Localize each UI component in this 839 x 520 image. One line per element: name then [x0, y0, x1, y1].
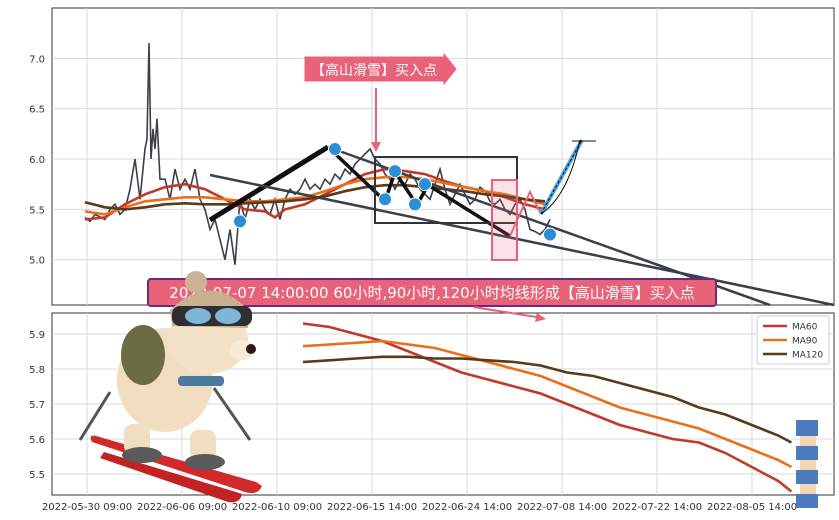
x-tick-label: 2022-05-30 09:00 — [42, 502, 132, 513]
series-line-ma120 — [302, 355, 793, 444]
ma-ytick-label: 5.5 — [29, 470, 45, 481]
skiing-dog-mascot — [78, 271, 263, 503]
projection-curve — [540, 139, 581, 215]
x-tick-label: 2022-06-10 09:00 — [232, 502, 322, 513]
price-panel: 5.0 5.5 6.0 6.5 7.0 【高山滑雪】买入点 — [29, 7, 835, 307]
pattern-marker-2 — [378, 192, 392, 207]
price-ytick-label: 5.5 — [29, 205, 45, 216]
pixel-figures-icon — [796, 420, 818, 508]
signal-box — [491, 179, 518, 261]
pattern-marker-6 — [543, 227, 557, 242]
pattern-marker-1 — [328, 141, 342, 156]
x-tick-label: 2022-07-22 14:00 — [612, 502, 702, 513]
ma-ytick-label: 5.9 — [29, 330, 45, 341]
bottom-annotation-label: 2022-07-07 14:00:00 60小时,90小时,120小时均线形成【… — [169, 284, 694, 302]
pattern-marker-0 — [233, 214, 247, 229]
series-line-ma90 — [84, 175, 546, 216]
legend-label: MA90 — [792, 337, 818, 347]
trend-segment-up — [208, 144, 330, 223]
legend-label: MA60 — [792, 323, 818, 333]
legend: MA60 MA90 MA120 — [756, 315, 830, 365]
ma-ytick-label: 5.6 — [29, 435, 45, 446]
price-ytick-label: 6.0 — [29, 155, 45, 166]
projection-zigzag — [509, 189, 542, 237]
x-tick-label: 2022-08-05 14:00 — [707, 502, 797, 513]
top-annotation-label: 【高山滑雪】买入点 — [311, 62, 437, 79]
series-line-close — [84, 43, 551, 265]
series-line-ma90 — [302, 339, 793, 469]
x-tick-label: 2022-06-15 14:00 — [327, 502, 417, 513]
legend-label: MA120 — [792, 351, 823, 361]
pattern-marker-5 — [418, 177, 432, 192]
x-tick-label: 2022-06-06 09:00 — [137, 502, 227, 513]
ma-ytick-label: 5.8 — [29, 365, 45, 376]
x-tick-label: 2022-06-24 14:00 — [422, 502, 512, 513]
pattern-marker-4 — [408, 197, 422, 212]
x-tick-label: 2022-07-08 14:00 — [517, 502, 607, 513]
bottom-annotation: 2022-07-07 14:00:00 60小时,90小时,120小时均线形成【… — [147, 278, 717, 322]
trend-line-lower — [209, 173, 835, 307]
top-annotation: 【高山滑雪】买入点 — [304, 52, 457, 152]
price-ytick-label: 6.5 — [29, 105, 45, 116]
pattern-marker-3 — [388, 164, 402, 179]
price-ytick-label: 5.0 — [29, 256, 45, 267]
legend-box — [756, 315, 830, 365]
ma-ytick-label: 5.7 — [29, 400, 45, 411]
price-ytick-label: 7.0 — [29, 54, 45, 65]
projection-dashed — [540, 139, 583, 215]
